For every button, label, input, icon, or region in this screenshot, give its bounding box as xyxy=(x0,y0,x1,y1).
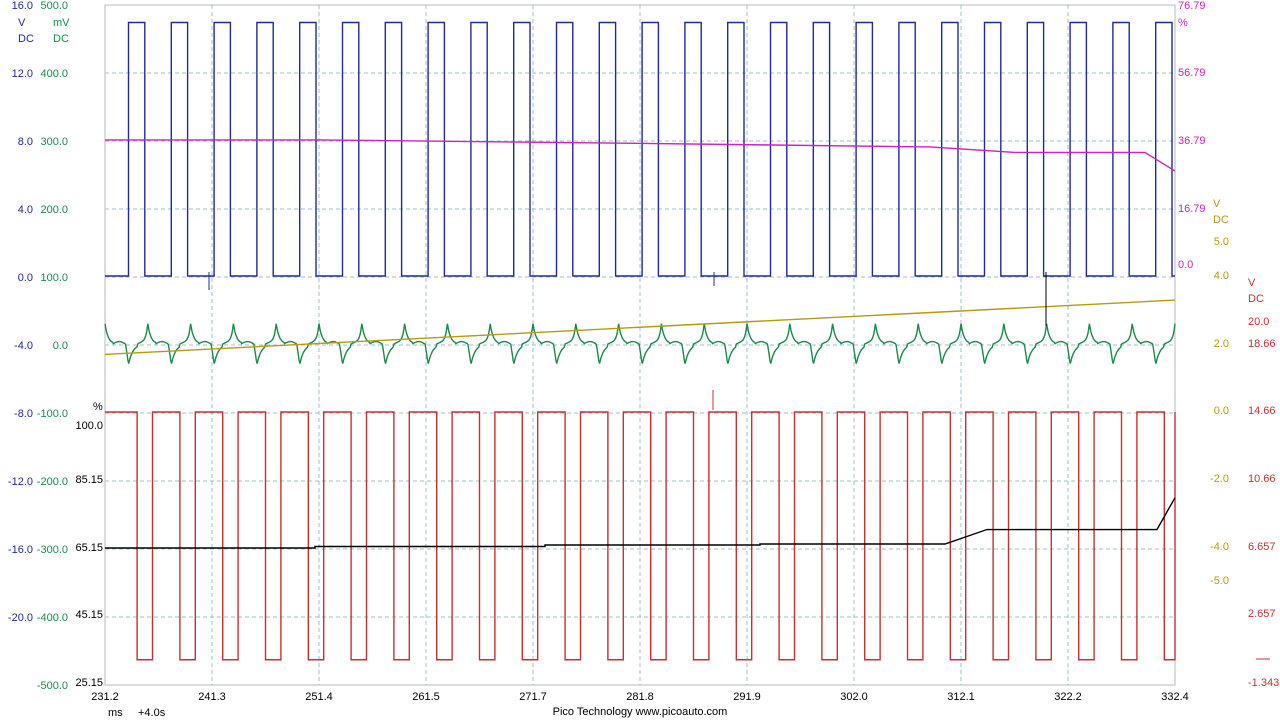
x-tick: 332.4 xyxy=(1161,691,1189,703)
left-pct-tick: 65.15 xyxy=(75,542,103,554)
left-axis-mv-unit: mV xyxy=(53,17,70,29)
right-yellow-tick: 0.0 xyxy=(1214,405,1229,417)
left-v-tick: -4.0 xyxy=(14,340,33,352)
right-pct-tick: 36.79 xyxy=(1178,135,1206,147)
traces xyxy=(104,21,1176,661)
x-tick: 312.1 xyxy=(947,691,975,703)
right-axis-yellow-unit: V xyxy=(1213,198,1221,210)
brand-footer: Pico Technology www.picoauto.com xyxy=(553,706,728,718)
left-mv-tick: -400.0 xyxy=(37,612,68,624)
right-pct-tick: 56.79 xyxy=(1178,67,1206,79)
x-tick: 241.3 xyxy=(198,691,226,703)
left-v-tick: -16.0 xyxy=(8,544,33,556)
left-mv-tick: -300.0 xyxy=(37,544,68,556)
x-tick-labels: 231.2 241.3 251.4 261.5 271.7 281.8 291.9 302.0… xyxy=(91,691,1189,703)
right-yellow-tick: -2.0 xyxy=(1210,473,1229,485)
right-red-tick: 14.66 xyxy=(1248,405,1276,417)
x-tick: 281.8 xyxy=(626,691,654,703)
red-trace xyxy=(105,411,1176,661)
left-pct-tick: 100.0 xyxy=(75,420,103,432)
left-mv-tick: -100.0 xyxy=(37,408,68,420)
left-v-tick: 4.0 xyxy=(18,204,33,216)
right-red-tick: -1.343 xyxy=(1248,677,1279,689)
right-red-tick: 6.657 xyxy=(1248,541,1276,553)
right-yellow-tick: 4.0 xyxy=(1214,270,1229,282)
left-v-tick: 8.0 xyxy=(18,136,33,148)
left-pct-tick: 85.15 xyxy=(75,474,103,486)
grid-lines xyxy=(105,5,1175,685)
left-mv-tick: 200.0 xyxy=(40,204,68,216)
right-axis-red-unit: V xyxy=(1248,277,1256,289)
left-mv-tick: -500.0 xyxy=(37,680,68,692)
right-yellow-tick: -4.0 xyxy=(1210,541,1229,553)
black-trace xyxy=(105,497,1176,549)
left-v-tick: -20.0 xyxy=(8,612,33,624)
left-mv-tick: 500.0 xyxy=(40,0,68,12)
right-red-tick: 2.657 xyxy=(1248,608,1276,620)
right-axis-pct-unit: % xyxy=(1178,17,1188,29)
blue-trace xyxy=(105,21,1175,277)
left-mv-tick: 300.0 xyxy=(40,136,68,148)
right-yellow-tick: 5.0 xyxy=(1214,236,1229,248)
right-red-tick: 10.66 xyxy=(1248,473,1276,485)
left-v-tick: 0.0 xyxy=(18,272,33,284)
left-axis-v-unit2: DC xyxy=(18,33,34,45)
left-mv-tick: 400.0 xyxy=(40,68,68,80)
right-yellow-tick: -5.0 xyxy=(1210,575,1229,587)
left-axis-mv-unit2: DC xyxy=(53,33,69,45)
right-tick-labels: 76.79 56.79 36.79 16.79 0.0 5.0 4.0 2.0 0.0 -2.0 -… xyxy=(1178,0,1279,689)
left-mv-tick: -200.0 xyxy=(37,476,68,488)
x-tick: 251.4 xyxy=(305,691,333,703)
left-v-tick: 12.0 xyxy=(12,68,33,80)
right-axis-yellow-unit2: DC xyxy=(1213,214,1229,226)
left-v-tick: 16.0 xyxy=(12,0,33,12)
left-axis-v-unit: V xyxy=(18,17,26,29)
left-pct-tick: 45.15 xyxy=(75,609,103,621)
x-tick: 231.2 xyxy=(91,691,119,703)
green-trace xyxy=(104,323,1176,364)
left-v-tick: -12.0 xyxy=(8,476,33,488)
x-tick: 291.9 xyxy=(733,691,761,703)
left-axis-pct-unit: % xyxy=(93,401,103,413)
right-red-tick: 20.0 xyxy=(1248,316,1269,328)
x-tick: 271.7 xyxy=(519,691,547,703)
right-axis-red-unit2: DC xyxy=(1248,293,1264,305)
yellow-trace xyxy=(104,299,1176,356)
x-axis-unit: ms xyxy=(108,707,123,719)
left-tick-labels: 16.0 12.0 8.0 4.0 0.0 -4.0 -8.0 -12.0 -16.0 -20.0… xyxy=(8,0,103,692)
left-pct-tick: 25.15 xyxy=(75,677,103,689)
left-v-tick: -8.0 xyxy=(14,408,33,420)
pink-trace xyxy=(105,139,1176,172)
time-offset: +4.0s xyxy=(138,707,166,719)
right-red-tick: 18.66 xyxy=(1248,338,1276,350)
left-mv-tick: 100.0 xyxy=(40,272,68,284)
right-pct-tick: 0.0 xyxy=(1178,259,1193,271)
x-tick: 322.2 xyxy=(1054,691,1082,703)
x-tick: 261.5 xyxy=(412,691,440,703)
left-mv-tick: 0.0 xyxy=(53,340,68,352)
right-yellow-tick: 2.0 xyxy=(1214,338,1229,350)
right-pct-tick: 76.79 xyxy=(1178,0,1206,12)
x-tick: 302.0 xyxy=(840,691,868,703)
right-pct-tick: 16.79 xyxy=(1178,203,1206,215)
